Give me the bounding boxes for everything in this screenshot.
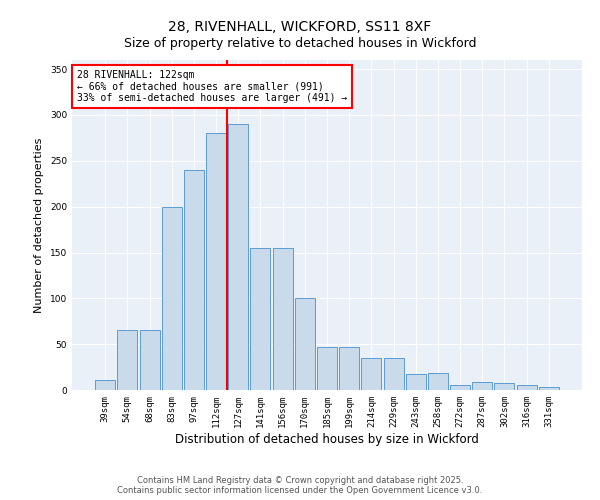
Text: Contains HM Land Registry data © Crown copyright and database right 2025.
Contai: Contains HM Land Registry data © Crown c… bbox=[118, 476, 482, 495]
Bar bbox=[339, 347, 359, 390]
Bar bbox=[250, 248, 271, 390]
Text: 28 RIVENHALL: 122sqm
← 66% of detached houses are smaller (991)
33% of semi-deta: 28 RIVENHALL: 122sqm ← 66% of detached h… bbox=[77, 70, 347, 103]
Text: Size of property relative to detached houses in Wickford: Size of property relative to detached ho… bbox=[124, 38, 476, 51]
Bar bbox=[95, 380, 115, 390]
Bar bbox=[406, 374, 426, 390]
Bar bbox=[118, 330, 137, 390]
Bar bbox=[206, 134, 226, 390]
Bar bbox=[450, 386, 470, 390]
Bar bbox=[517, 386, 536, 390]
X-axis label: Distribution of detached houses by size in Wickford: Distribution of detached houses by size … bbox=[175, 432, 479, 446]
Bar bbox=[472, 382, 492, 390]
Bar bbox=[228, 124, 248, 390]
Bar bbox=[539, 387, 559, 390]
Text: 28, RIVENHALL, WICKFORD, SS11 8XF: 28, RIVENHALL, WICKFORD, SS11 8XF bbox=[169, 20, 431, 34]
Bar bbox=[184, 170, 204, 390]
Bar bbox=[272, 248, 293, 390]
Bar bbox=[494, 382, 514, 390]
Y-axis label: Number of detached properties: Number of detached properties bbox=[34, 138, 44, 312]
Bar bbox=[140, 330, 160, 390]
Bar bbox=[317, 347, 337, 390]
Bar bbox=[295, 298, 315, 390]
Bar bbox=[383, 358, 404, 390]
Bar bbox=[361, 358, 382, 390]
Bar bbox=[162, 206, 182, 390]
Bar bbox=[428, 372, 448, 390]
